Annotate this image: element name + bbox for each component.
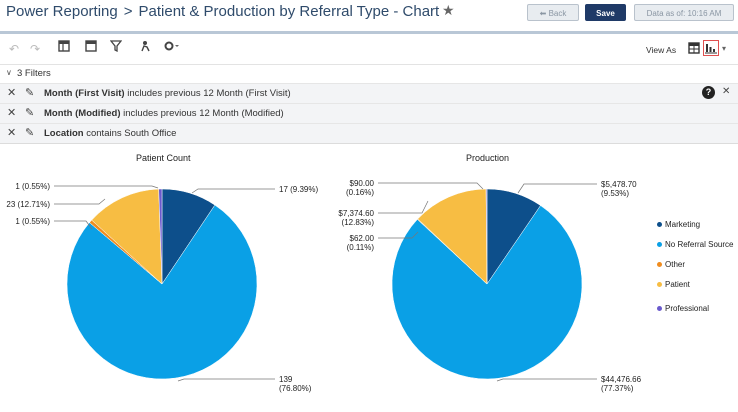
legend-label: Professional	[665, 304, 710, 313]
remove-filter-icon[interactable]: ✕	[7, 87, 17, 99]
pie-slice-no-referral-source	[391, 205, 583, 380]
grid-view-icon[interactable]	[686, 40, 702, 56]
back-button[interactable]: ⬅ Back	[527, 4, 579, 21]
edit-filter-pencil-icon[interactable]: ✎	[25, 107, 35, 119]
close-filters-icon[interactable]: ✕	[722, 86, 731, 97]
view-as-label: View As	[646, 45, 677, 55]
pie-charts: 17 (9.39%) 139(76.80%) 1 (0.55%) 23 (12.71%…	[6, 179, 642, 393]
pie-slice-no-referral-source	[66, 204, 258, 380]
remove-filter-icon[interactable]: ✕	[7, 107, 17, 119]
legend-label: No Referral Source	[665, 240, 734, 249]
pie-slice-patient	[91, 188, 163, 285]
remove-filter-icon[interactable]: ✕	[7, 127, 17, 139]
filter-text: Month (First Visit) includes previous 12…	[44, 88, 291, 99]
leader-line	[177, 378, 275, 382]
page-title: Patient & Production by Referral Type - …	[138, 3, 440, 20]
filter-field: Month (Modified)	[44, 108, 121, 119]
filter-row: ✕ ✎ Month (First Visit) includes previou…	[0, 83, 738, 103]
leader-line	[54, 220, 93, 230]
leader-line	[191, 188, 275, 194]
pie-slice-professional	[485, 188, 488, 285]
chart-area: Patient Count Production 17 (9.39%) 139 (7…	[0, 143, 738, 407]
filter-field: Location	[44, 128, 84, 139]
legend-marker	[657, 306, 662, 311]
filters-summary: 3 Filters	[17, 68, 51, 79]
data-label-percent-professional: (0.16%)	[346, 188, 374, 197]
legend-marker	[657, 242, 662, 247]
filter-condition: contains South Office	[83, 128, 177, 139]
legend-marker	[657, 282, 662, 287]
filter-condition: includes previous 12 Month (First Visit)	[124, 88, 291, 99]
top-bar: Power Reporting > Patient & Production by …	[0, 0, 738, 26]
filter-row: ✕ ✎ Month (Modified) includes previous 1…	[0, 103, 738, 123]
layout-icon[interactable]	[58, 40, 70, 55]
help-icon[interactable]: ?	[702, 86, 715, 99]
filters-header[interactable]: ∨ 3 Filters	[0, 64, 738, 83]
chart-view-icon[interactable]	[703, 40, 719, 56]
legend-marker	[657, 262, 662, 267]
leader-line	[54, 198, 106, 205]
filter-field: Month (First Visit)	[44, 88, 125, 99]
leader-line	[496, 378, 597, 382]
edit-filter-pencil-icon[interactable]: ✎	[25, 127, 35, 139]
leader-line	[517, 183, 597, 194]
filter-condition: includes previous 12 Month (Modified)	[120, 108, 284, 119]
page-header: Power Reporting > Patient & Production by …	[6, 3, 439, 20]
chart-title-patient-count: Patient Count	[136, 153, 191, 163]
data-as-of-button[interactable]: Data as of: 10:16 AM	[634, 4, 734, 21]
breadcrumb-separator: >	[123, 3, 133, 20]
undo-icon[interactable]: ↶	[9, 42, 20, 56]
toolbar: ↶ ↷ View As ▾	[0, 37, 738, 63]
filter-icon[interactable]	[109, 40, 123, 55]
back-arrow-icon: ⬅	[539, 9, 549, 18]
legend-label: Patient	[665, 280, 690, 289]
data-label-no-referral-source: 139	[279, 375, 293, 384]
chart-title-production: Production	[466, 153, 510, 163]
leader-line	[54, 185, 159, 189]
legend-marker	[657, 222, 662, 227]
leader-line	[378, 200, 429, 214]
view-dropdown-chevron-icon[interactable]: ▾	[722, 44, 727, 53]
save-button[interactable]: Save	[585, 4, 626, 21]
favorite-star-icon[interactable]: ★	[442, 2, 455, 18]
data-label-other: $62.00	[350, 234, 375, 243]
data-label-percent-no-referral-source: (76.80%)	[279, 384, 312, 393]
breadcrumb-root[interactable]: Power Reporting	[6, 3, 118, 20]
run-icon[interactable]	[140, 40, 154, 55]
data-label-patient: 23 (12.71%)	[6, 200, 50, 209]
data-label-professional: $90.00	[350, 179, 375, 188]
data-label-other: 1 (0.55%)	[15, 217, 50, 226]
data-label-marketing: $5,478.70	[601, 180, 637, 189]
edit-filter-pencil-icon[interactable]: ✎	[25, 87, 35, 99]
data-label-percent-patient: (12.83%)	[342, 218, 375, 227]
data-label-patient: $7,374.60	[338, 209, 374, 218]
chevron-down-icon[interactable]: ∨	[6, 68, 12, 77]
redo-icon[interactable]: ↷	[30, 42, 41, 56]
data-label-professional: 1 (0.55%)	[15, 182, 50, 191]
data-label-percent-no-referral-source: (77.37%)	[601, 384, 634, 393]
leader-line	[378, 182, 484, 190]
back-label: Back	[548, 9, 567, 18]
data-label-no-referral-source: $44,476.66	[601, 375, 642, 384]
header-divider	[0, 31, 738, 34]
legend-label: Marketing	[665, 220, 701, 229]
leader-line	[378, 231, 419, 239]
pie-slice-patient	[417, 188, 488, 285]
filter-text: Month (Modified) includes previous 12 Mo…	[44, 108, 284, 119]
data-label-marketing: 17 (9.39%)	[279, 185, 318, 194]
data-label-percent-marketing: (9.53%)	[601, 189, 629, 198]
settings-gear-icon[interactable]	[163, 40, 179, 55]
filter-text: Location contains South Office	[44, 128, 176, 139]
table-icon[interactable]	[85, 40, 97, 55]
data-label-percent-other: (0.11%)	[347, 243, 375, 252]
legend-label: Other	[665, 260, 686, 269]
filter-row: ✕ ✎ Location contains South Office	[0, 123, 738, 143]
pie-slice-professional	[158, 188, 163, 285]
